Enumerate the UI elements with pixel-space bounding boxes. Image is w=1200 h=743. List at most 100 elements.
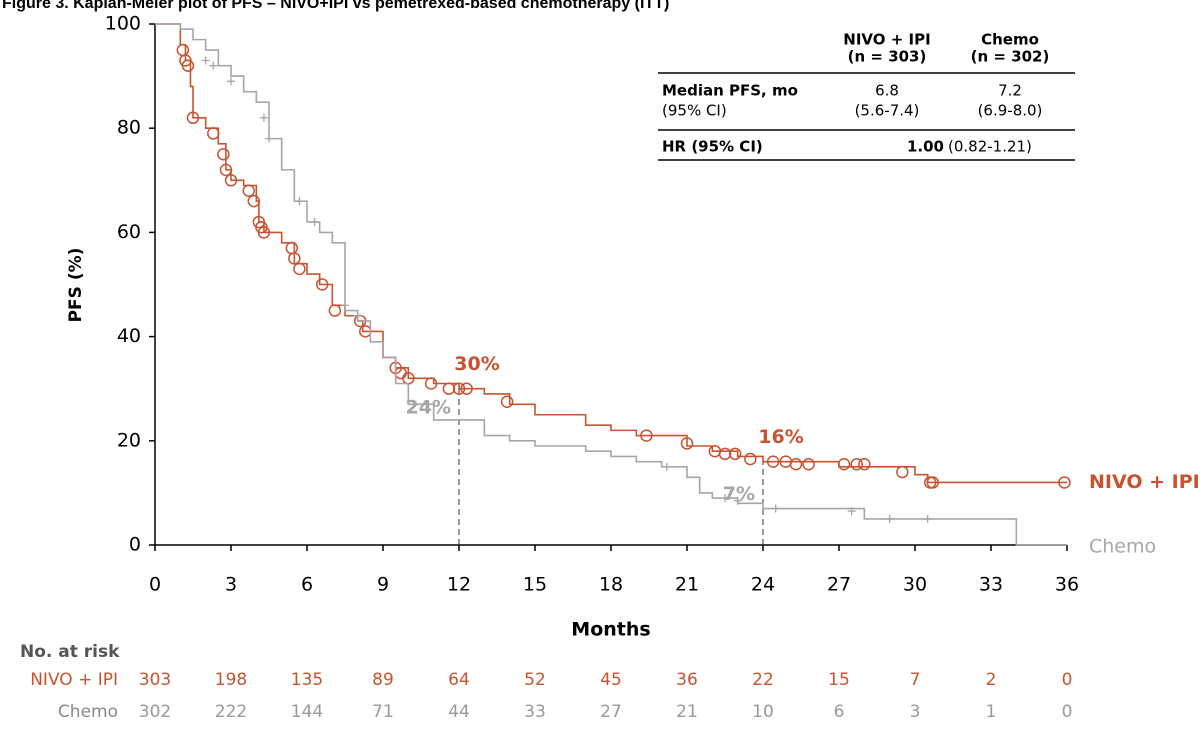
table-cell: 6.8 [875, 82, 899, 100]
censor-mark [257, 226, 271, 239]
milestone-label: 16% [758, 426, 803, 448]
x-axis-label: Months [571, 619, 650, 641]
x-tick-label: 36 [1055, 574, 1079, 596]
y-tick-label: 80 [117, 117, 141, 139]
hr-value: 1.00 [907, 138, 944, 156]
censor-mark [766, 455, 780, 468]
legend-entry: Chemo [1089, 536, 1156, 558]
risk-value: 222 [215, 702, 247, 722]
y-axis-label: PFS (%) [66, 248, 86, 323]
risk-value: 15 [828, 670, 850, 690]
censor-mark [181, 59, 195, 72]
table-header: NIVO + IPI [843, 31, 930, 49]
risk-value: 10 [752, 702, 774, 722]
x-tick-label: 30 [903, 574, 927, 596]
censor-mark [771, 504, 780, 513]
legend-entry: NIVO + IPI [1089, 471, 1200, 493]
risk-value: 0 [1062, 670, 1073, 690]
x-tick-label: 12 [447, 574, 471, 596]
censor-mark [858, 457, 871, 471]
milestone-label: 7% [723, 483, 755, 505]
censor-mark [640, 429, 653, 442]
km-curve [155, 23, 1067, 546]
risk-value: 7 [910, 670, 921, 690]
risk-value: 21 [676, 702, 698, 722]
risk-value: 135 [291, 670, 323, 690]
censor-mark [227, 77, 235, 86]
censor-mark [923, 514, 932, 523]
table-cell: 7.2 [998, 82, 1022, 100]
risk-title: No. at risk [20, 642, 120, 662]
chart-title: Figure 3. Kaplan-Meier plot of PFS – NIV… [2, 0, 669, 12]
table-header: (n = 302) [971, 48, 1050, 66]
y-tick-label: 60 [117, 221, 141, 243]
censor-mark [224, 174, 238, 187]
y-tick-label: 20 [117, 429, 141, 451]
x-tick-label: 24 [751, 574, 775, 596]
censor-mark [341, 301, 349, 310]
risk-value: 302 [139, 702, 171, 722]
risk-value: 1 [986, 702, 997, 722]
risk-value: 0 [1062, 702, 1073, 722]
risk-value: 71 [372, 702, 394, 722]
censor-mark [295, 197, 304, 206]
censor-mark [315, 278, 329, 291]
risk-value: 144 [291, 702, 323, 722]
censor-mark [733, 496, 742, 505]
risk-value: 303 [139, 670, 171, 690]
x-tick-label: 27 [827, 574, 851, 596]
censor-mark [442, 382, 456, 395]
censor-mark [201, 56, 210, 65]
risk-value: 52 [524, 670, 546, 690]
censor-mark [452, 382, 466, 395]
risk-value: 33 [524, 702, 546, 722]
censor-mark [728, 447, 742, 461]
x-tick-label: 6 [301, 574, 313, 596]
censor-mark [680, 437, 694, 450]
censor-mark [176, 43, 190, 57]
x-tick-label: 3 [225, 574, 237, 596]
censor-mark [424, 377, 438, 390]
censor-mark [293, 262, 306, 276]
table-header: (n = 303) [848, 48, 927, 66]
risk-value: 36 [676, 670, 698, 690]
risk-value: 27 [600, 702, 622, 722]
milestone-label: 30% [454, 353, 499, 375]
y-tick-label: 0 [129, 534, 141, 556]
table-row-label: HR (95% CI) [662, 138, 763, 156]
censor-mark [247, 194, 261, 208]
risk-row-label: Chemo [58, 702, 118, 722]
table-row-label: (95% CI) [662, 102, 727, 120]
censor-mark [460, 382, 473, 395]
censor-mark [744, 452, 757, 466]
censor-mark [850, 457, 863, 471]
censor-mark [847, 507, 856, 516]
risk-value: 2 [986, 670, 997, 690]
table-cell: (5.6-7.4) [855, 102, 920, 120]
censor-mark [721, 494, 729, 503]
x-tick-label: 33 [979, 574, 1003, 596]
censor-mark [217, 148, 230, 161]
censor-mark [353, 311, 362, 320]
censor-mark [896, 465, 909, 479]
censor-mark [285, 241, 299, 255]
censor-mark [662, 462, 671, 471]
censor-mark [718, 447, 732, 461]
risk-value: 22 [752, 670, 774, 690]
x-tick-label: 21 [675, 574, 699, 596]
risk-value: 6 [834, 702, 845, 722]
risk-value: 3 [910, 702, 921, 722]
censor-mark [885, 514, 894, 523]
table-header: Chemo [981, 31, 1039, 49]
y-tick-label: 40 [117, 325, 141, 347]
censor-mark [186, 111, 200, 125]
censor-mark [328, 304, 342, 317]
milestone-label: 24% [406, 396, 451, 418]
censor-mark [310, 217, 319, 226]
x-tick-label: 0 [149, 574, 161, 596]
censor-mark [837, 457, 851, 471]
risk-value: 89 [372, 670, 394, 690]
censor-mark [259, 113, 268, 122]
censor-mark [789, 457, 803, 471]
